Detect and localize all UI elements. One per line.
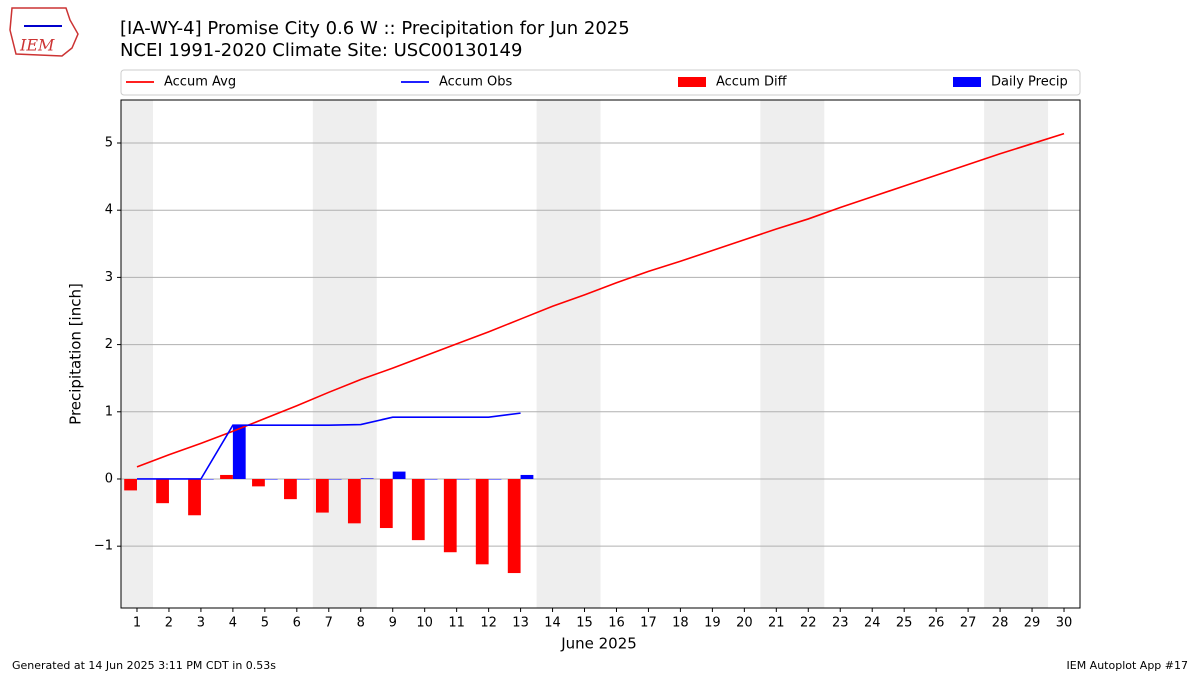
y-axis-label: Precipitation [inch] (67, 283, 85, 425)
x-tick-label: 8 (357, 616, 365, 631)
bar (252, 478, 265, 487)
footer-left: Generated at 14 Jun 2025 3:11 PM CDT in … (12, 659, 276, 672)
bar (232, 425, 246, 479)
x-tick-label: 11 (448, 616, 465, 631)
x-tick-label: 4 (229, 616, 237, 631)
x-axis-label: June 2025 (560, 635, 637, 653)
y-tick-label: 1 (105, 404, 113, 419)
bar (156, 478, 169, 504)
bar (124, 478, 137, 491)
bar (200, 478, 214, 480)
bar (379, 478, 393, 529)
plot-frame (120, 99, 1081, 609)
bar (392, 471, 406, 479)
x-tick-label: 20 (736, 616, 753, 631)
line (136, 412, 521, 480)
x-tick-label: 24 (864, 616, 881, 631)
x-tick-label: 6 (293, 616, 301, 631)
y-tick-label: −1 (94, 539, 113, 554)
legend-label: Daily Precip (991, 75, 1068, 90)
x-tick-label: 5 (261, 616, 269, 631)
x-tick-label: 27 (960, 616, 977, 631)
y-tick-label: 5 (105, 136, 113, 151)
y-tick-label: 3 (105, 270, 113, 285)
legend-swatch (953, 77, 981, 87)
bar (347, 478, 361, 524)
bar (360, 478, 374, 479)
legend-label: Accum Diff (716, 75, 788, 90)
bar (488, 478, 502, 480)
x-tick-label: 29 (1024, 616, 1041, 631)
weekend-band (536, 100, 601, 608)
x-tick-label: 22 (800, 616, 817, 631)
bar (507, 478, 521, 574)
bar (264, 478, 278, 480)
bar (220, 474, 233, 479)
x-tick-label: 30 (1056, 616, 1073, 631)
y-tick-label: 2 (105, 337, 113, 352)
x-tick-label: 7 (325, 616, 333, 631)
y-tick-label: 0 (105, 471, 113, 486)
line (136, 132, 1065, 468)
x-tick-label: 3 (197, 616, 205, 631)
weekend-band (121, 100, 153, 608)
x-tick-label: 26 (928, 616, 945, 631)
bar (424, 478, 438, 480)
x-tick-label: 23 (832, 616, 849, 631)
legend-box (120, 69, 1081, 96)
x-tick-label: 2 (165, 616, 173, 631)
x-tick-label: 25 (896, 616, 913, 631)
legend-label: Accum Obs (439, 75, 512, 90)
x-tick-label: 17 (640, 616, 657, 631)
x-tick-label: 16 (608, 616, 625, 631)
x-tick-label: 21 (768, 616, 785, 631)
chart-title: [IA-WY-4] Promise City 0.6 W :: Precipit… (120, 18, 630, 39)
logo-text: IEM (19, 36, 55, 55)
bar (411, 478, 425, 541)
weekend-band (760, 100, 825, 608)
x-tick-label: 13 (512, 616, 529, 631)
weekend-band (312, 100, 377, 608)
footer-right: IEM Autoplot App #17 (1067, 659, 1189, 672)
x-tick-label: 15 (576, 616, 593, 631)
chart-subtitle: NCEI 1991-2020 Climate Site: USC00130149 (120, 40, 522, 61)
legend-swatch (678, 77, 706, 87)
x-tick-label: 1 (133, 616, 141, 631)
x-tick-label: 9 (389, 616, 397, 631)
x-tick-label: 14 (544, 616, 561, 631)
y-tick-label: 4 (105, 203, 113, 218)
bar (475, 478, 489, 565)
x-tick-label: 28 (992, 616, 1009, 631)
bar (284, 478, 297, 500)
bar (315, 478, 329, 513)
bar (520, 474, 534, 479)
bar (328, 478, 342, 480)
logo: IEM (9, 7, 79, 57)
x-tick-label: 10 (416, 616, 433, 631)
x-tick-label: 19 (704, 616, 721, 631)
weekend-band (984, 100, 1049, 608)
bar (456, 478, 470, 480)
bar (296, 478, 310, 480)
logo-outline (9, 7, 79, 57)
x-tick-label: 18 (672, 616, 689, 631)
bar (443, 478, 457, 553)
legend-label: Accum Avg (164, 75, 236, 90)
x-tick-label: 12 (480, 616, 497, 631)
bar (188, 478, 201, 516)
